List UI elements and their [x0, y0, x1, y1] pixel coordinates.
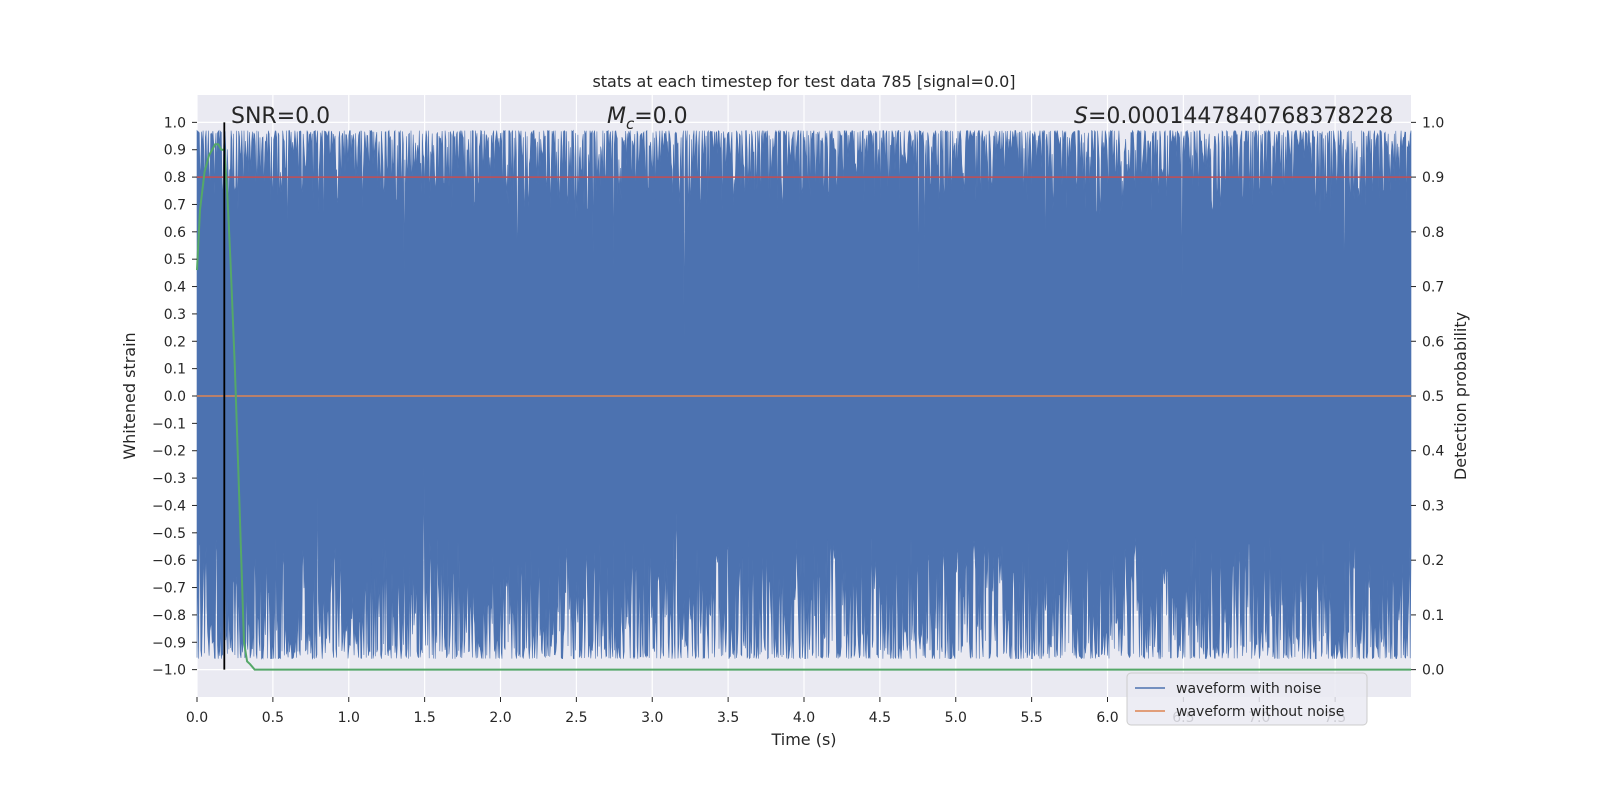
y-tick-label-left: 0.1 [164, 362, 186, 378]
y-tick-label-left: −0.6 [152, 553, 186, 569]
x-tick-label: 3.5 [717, 710, 739, 726]
y-tick-label-right: 0.7 [1422, 280, 1444, 296]
x-axis-label: Time (s) [770, 730, 836, 749]
x-tick-label: 0.0 [186, 710, 208, 726]
x-tick-label: 6.0 [1096, 710, 1118, 726]
probability-line [196, 143, 1411, 671]
y-tick-label-right: 1.0 [1422, 115, 1444, 131]
noise-waveform [196, 129, 1412, 660]
y-axis-label-right: Detection probability [1451, 312, 1470, 480]
legend-label-clean: waveform without noise [1176, 704, 1344, 720]
y-tick-label-right: 0.8 [1422, 225, 1444, 241]
x-tick-label: 4.5 [869, 710, 891, 726]
y-tick-label-right: 0.1 [1422, 608, 1444, 624]
legend-label-noise: waveform with noise [1176, 681, 1321, 697]
chart-title: stats at each timestep for test data 785… [592, 72, 1015, 91]
y-tick-label-left: −0.4 [152, 498, 186, 514]
y-tick-label-left: 0.6 [164, 225, 186, 241]
x-tick-label: 5.5 [1020, 710, 1042, 726]
y-tick-label-left: 0.8 [164, 170, 186, 186]
y-tick-label-left: 0.0 [164, 389, 186, 405]
y-tick-label-left: 1.0 [164, 115, 186, 131]
x-tick-label: 5.0 [945, 710, 967, 726]
mc-subscript: c [626, 115, 635, 133]
x-tick-label: 1.5 [413, 710, 435, 726]
y-tick-label-left: 0.2 [164, 334, 186, 350]
legend: waveform with noise waveform without noi… [1126, 672, 1368, 726]
s-value: =0.0001447840768378228 [1088, 104, 1393, 129]
y-tick-label-left: 0.7 [164, 197, 186, 213]
x-tick-label: 3.0 [641, 710, 663, 726]
y-tick-label-left: 0.5 [164, 252, 186, 268]
y-tick-label-left: 0.9 [164, 143, 186, 159]
x-tick-label: 2.5 [565, 710, 587, 726]
mc-symbol: M [607, 104, 626, 129]
y-tick-label-left: −1.0 [152, 663, 186, 679]
y-tick-label-right: 0.9 [1422, 170, 1444, 186]
y-tick-label-left: −0.5 [152, 526, 186, 542]
y-tick-label-left: −0.8 [152, 608, 186, 624]
y-tick-label-right: 0.4 [1422, 444, 1444, 460]
significance-annotation: S=0.0001447840768378228 [1074, 104, 1393, 129]
y-tick-label-right: 0.0 [1422, 663, 1444, 679]
s-symbol: S [1074, 104, 1088, 129]
y-tick-label-right: 0.5 [1422, 389, 1444, 405]
y-tick-label-left: −0.7 [152, 581, 186, 597]
x-tick-label: 4.0 [793, 710, 815, 726]
mc-value: =0.0 [634, 104, 687, 129]
y-tick-label-left: −0.3 [152, 471, 186, 487]
y-tick-label-left: 0.3 [164, 307, 186, 323]
y-tick-label-right: 0.6 [1422, 334, 1444, 350]
y-tick-label-left: 0.4 [164, 280, 186, 296]
snr-annotation: SNR=0.0 [231, 104, 330, 129]
noise-series [196, 129, 1412, 660]
axes: 0.00.51.01.52.02.53.03.54.04.55.05.56.06… [152, 115, 1444, 726]
x-tick-label: 2.0 [489, 710, 511, 726]
x-tick-label: 0.5 [262, 710, 284, 726]
y-axis-label-left: Whitened strain [120, 332, 139, 459]
y-tick-label-right: 0.3 [1422, 498, 1444, 514]
y-tick-label-left: −0.1 [152, 416, 186, 432]
y-tick-label-left: −0.2 [152, 444, 186, 460]
y-tick-label-left: −0.9 [152, 635, 186, 651]
chirp-mass-annotation: Mc=0.0 [607, 104, 688, 133]
overlays [196, 122, 1411, 671]
x-tick-label: 1.0 [338, 710, 360, 726]
legend-box [1126, 672, 1368, 726]
y-tick-label-right: 0.2 [1422, 553, 1444, 569]
